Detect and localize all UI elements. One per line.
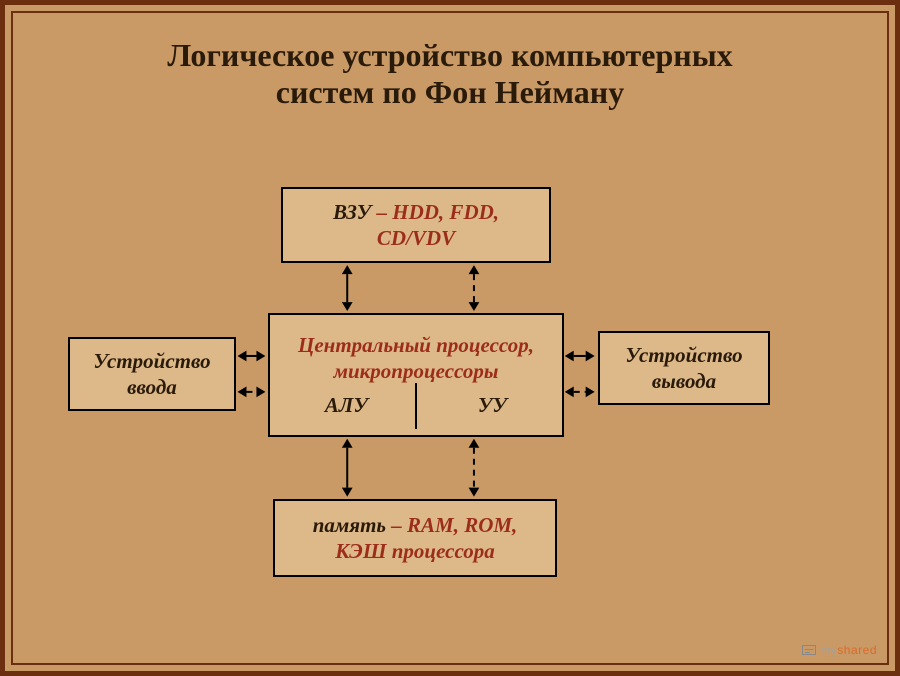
cpu-uu: УУ bbox=[478, 392, 507, 418]
title-line-1: Логическое устройство компьютерных bbox=[167, 37, 732, 73]
box-vzu-line1: ВЗУ – HDD, FDD, bbox=[333, 199, 499, 225]
box-cpu: Центральный процессор, микропроцессоры А… bbox=[268, 313, 564, 437]
output-line1: Устройство bbox=[625, 342, 742, 368]
slide-outer-frame: Логическое устройство компьютерных систе… bbox=[0, 0, 900, 676]
box-output: Устройство вывода bbox=[598, 331, 770, 405]
watermark-icon bbox=[802, 645, 816, 655]
vzu-prefix: ВЗУ bbox=[333, 200, 377, 224]
mem-dash: – bbox=[391, 513, 407, 537]
cpu-divider bbox=[415, 383, 417, 429]
box-input: Устройство ввода bbox=[68, 337, 236, 411]
mem-rest2: КЭШ процессора bbox=[335, 539, 495, 563]
box-vzu-line2: CD/VDV bbox=[377, 225, 455, 251]
box-vzu: ВЗУ – HDD, FDD, CD/VDV bbox=[281, 187, 551, 263]
box-memory: память – RAM, ROM, КЭШ процессора bbox=[273, 499, 557, 577]
watermark-shared: shared bbox=[837, 643, 877, 657]
mem-line1: память – RAM, ROM, bbox=[313, 512, 518, 538]
input-line2: ввода bbox=[127, 374, 177, 400]
watermark: myshared bbox=[802, 643, 877, 657]
cpu-line2: микропроцессоры bbox=[334, 358, 499, 384]
vzu-rest1: HDD, FDD, bbox=[392, 200, 499, 224]
vzu-dash: – bbox=[377, 200, 393, 224]
vzu-rest2: CD/VDV bbox=[377, 226, 455, 250]
cpu-alu: АЛУ bbox=[325, 392, 368, 418]
mem-rest1: RAM, ROM, bbox=[407, 513, 517, 537]
output-line2: вывода bbox=[652, 368, 716, 394]
title-line-2: систем по Фон Нейману bbox=[276, 74, 624, 110]
slide-title: Логическое устройство компьютерных систе… bbox=[13, 37, 887, 111]
cpu-line1: Центральный процессор, bbox=[298, 332, 534, 358]
watermark-my: my bbox=[820, 643, 837, 657]
input-line1: Устройство bbox=[93, 348, 210, 374]
mem-prefix: память bbox=[313, 513, 392, 537]
mem-line2: КЭШ процессора bbox=[335, 538, 495, 564]
slide-inner-frame: Логическое устройство компьютерных систе… bbox=[11, 11, 889, 665]
